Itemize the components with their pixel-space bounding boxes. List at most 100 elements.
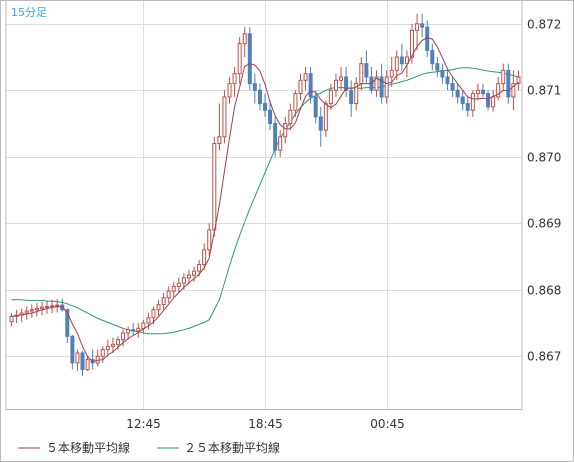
candle-body-up	[328, 89, 333, 105]
candle-body-up	[323, 103, 328, 131]
y-tick-label: 0.871	[527, 84, 561, 98]
candle	[55, 299, 60, 313]
candle	[379, 63, 384, 104]
candle	[445, 70, 450, 91]
candle	[75, 349, 80, 371]
candle	[511, 70, 516, 111]
candle-body-down	[364, 63, 369, 78]
candle	[349, 80, 354, 117]
candle-body-up	[161, 297, 166, 305]
candle-body-up	[75, 352, 80, 364]
candle-body-up	[115, 339, 120, 345]
candle-body-down	[399, 56, 404, 65]
ma25-line	[11, 67, 519, 335]
candle	[404, 50, 409, 77]
candle	[298, 73, 303, 101]
candle	[501, 63, 506, 91]
candles	[9, 13, 521, 377]
candle-body-up	[34, 307, 39, 311]
candle	[354, 76, 359, 111]
candle-body-up	[496, 83, 501, 98]
candle	[278, 130, 283, 157]
ma25-line-group	[11, 67, 519, 335]
candle	[516, 70, 521, 91]
candle	[430, 43, 435, 71]
ma5-legend-label: ５本移動平均線	[46, 440, 130, 455]
candle-body-up	[141, 322, 146, 329]
candle-body-down	[70, 335, 75, 364]
x-tick-label: 18:45	[248, 417, 283, 431]
candle	[486, 90, 491, 111]
candle-body-up	[470, 93, 475, 111]
candle	[303, 67, 308, 91]
candle-body-up	[293, 93, 298, 111]
candle-body-up	[278, 136, 283, 151]
candle	[470, 90, 475, 117]
candle	[496, 76, 501, 101]
candle-body-up	[85, 359, 90, 371]
candle	[318, 106, 323, 147]
candle	[374, 70, 379, 97]
candle-body-up	[156, 303, 161, 311]
candle	[364, 50, 369, 84]
candle-body-up	[212, 142, 217, 231]
candle-body-up	[303, 73, 308, 81]
y-tick-label: 0.868	[527, 284, 561, 298]
candle-body-down	[486, 93, 491, 108]
candle	[333, 73, 338, 97]
candle	[308, 67, 313, 104]
candle	[252, 73, 257, 104]
candle	[293, 90, 298, 117]
candle	[50, 299, 55, 314]
candle-body-up	[374, 76, 379, 91]
candle-body-up	[176, 282, 181, 287]
candle-body-down	[506, 69, 511, 98]
candle-body-down	[435, 63, 440, 71]
candle	[34, 303, 39, 317]
candle	[263, 93, 267, 117]
candle-body-up	[222, 96, 227, 138]
candle	[146, 313, 151, 330]
candle-body-up	[217, 136, 222, 144]
candle	[268, 100, 273, 131]
candle-body-down	[131, 329, 136, 332]
ma25-legend-label: ２５本移動平均線	[184, 440, 280, 455]
candle-body-up	[186, 274, 191, 279]
candle-body-up	[288, 109, 293, 125]
candle-body-up	[394, 56, 399, 71]
candle-body-up	[110, 343, 115, 347]
candle-body-up	[415, 23, 420, 31]
candle	[242, 27, 247, 58]
candle	[45, 300, 50, 314]
candle	[141, 319, 146, 334]
candle-body-down	[480, 89, 485, 95]
candle	[410, 23, 415, 64]
candle-body-up	[126, 329, 131, 334]
candle	[136, 323, 141, 338]
candle	[105, 339, 110, 357]
candle-body-down	[268, 109, 273, 125]
candle	[207, 223, 212, 257]
candle	[465, 96, 470, 117]
candle	[70, 335, 75, 370]
y-tick-label: 0.870	[527, 151, 561, 165]
candle-body-down	[440, 69, 445, 78]
candle-body-down	[344, 76, 349, 91]
candle	[156, 299, 161, 317]
candle-body-up	[242, 33, 247, 45]
candle-body-down	[263, 103, 267, 111]
candle-body-down	[308, 73, 313, 98]
candle-body-down	[318, 116, 323, 131]
candle	[460, 90, 465, 111]
candle-body-down	[247, 33, 252, 85]
candle-body-up	[207, 229, 212, 251]
candle	[480, 83, 485, 97]
candle-body-up	[105, 345, 110, 351]
candle	[283, 116, 288, 144]
candle-body-down	[80, 352, 85, 371]
candle	[415, 13, 420, 51]
candle	[506, 63, 511, 104]
candle	[435, 57, 440, 77]
